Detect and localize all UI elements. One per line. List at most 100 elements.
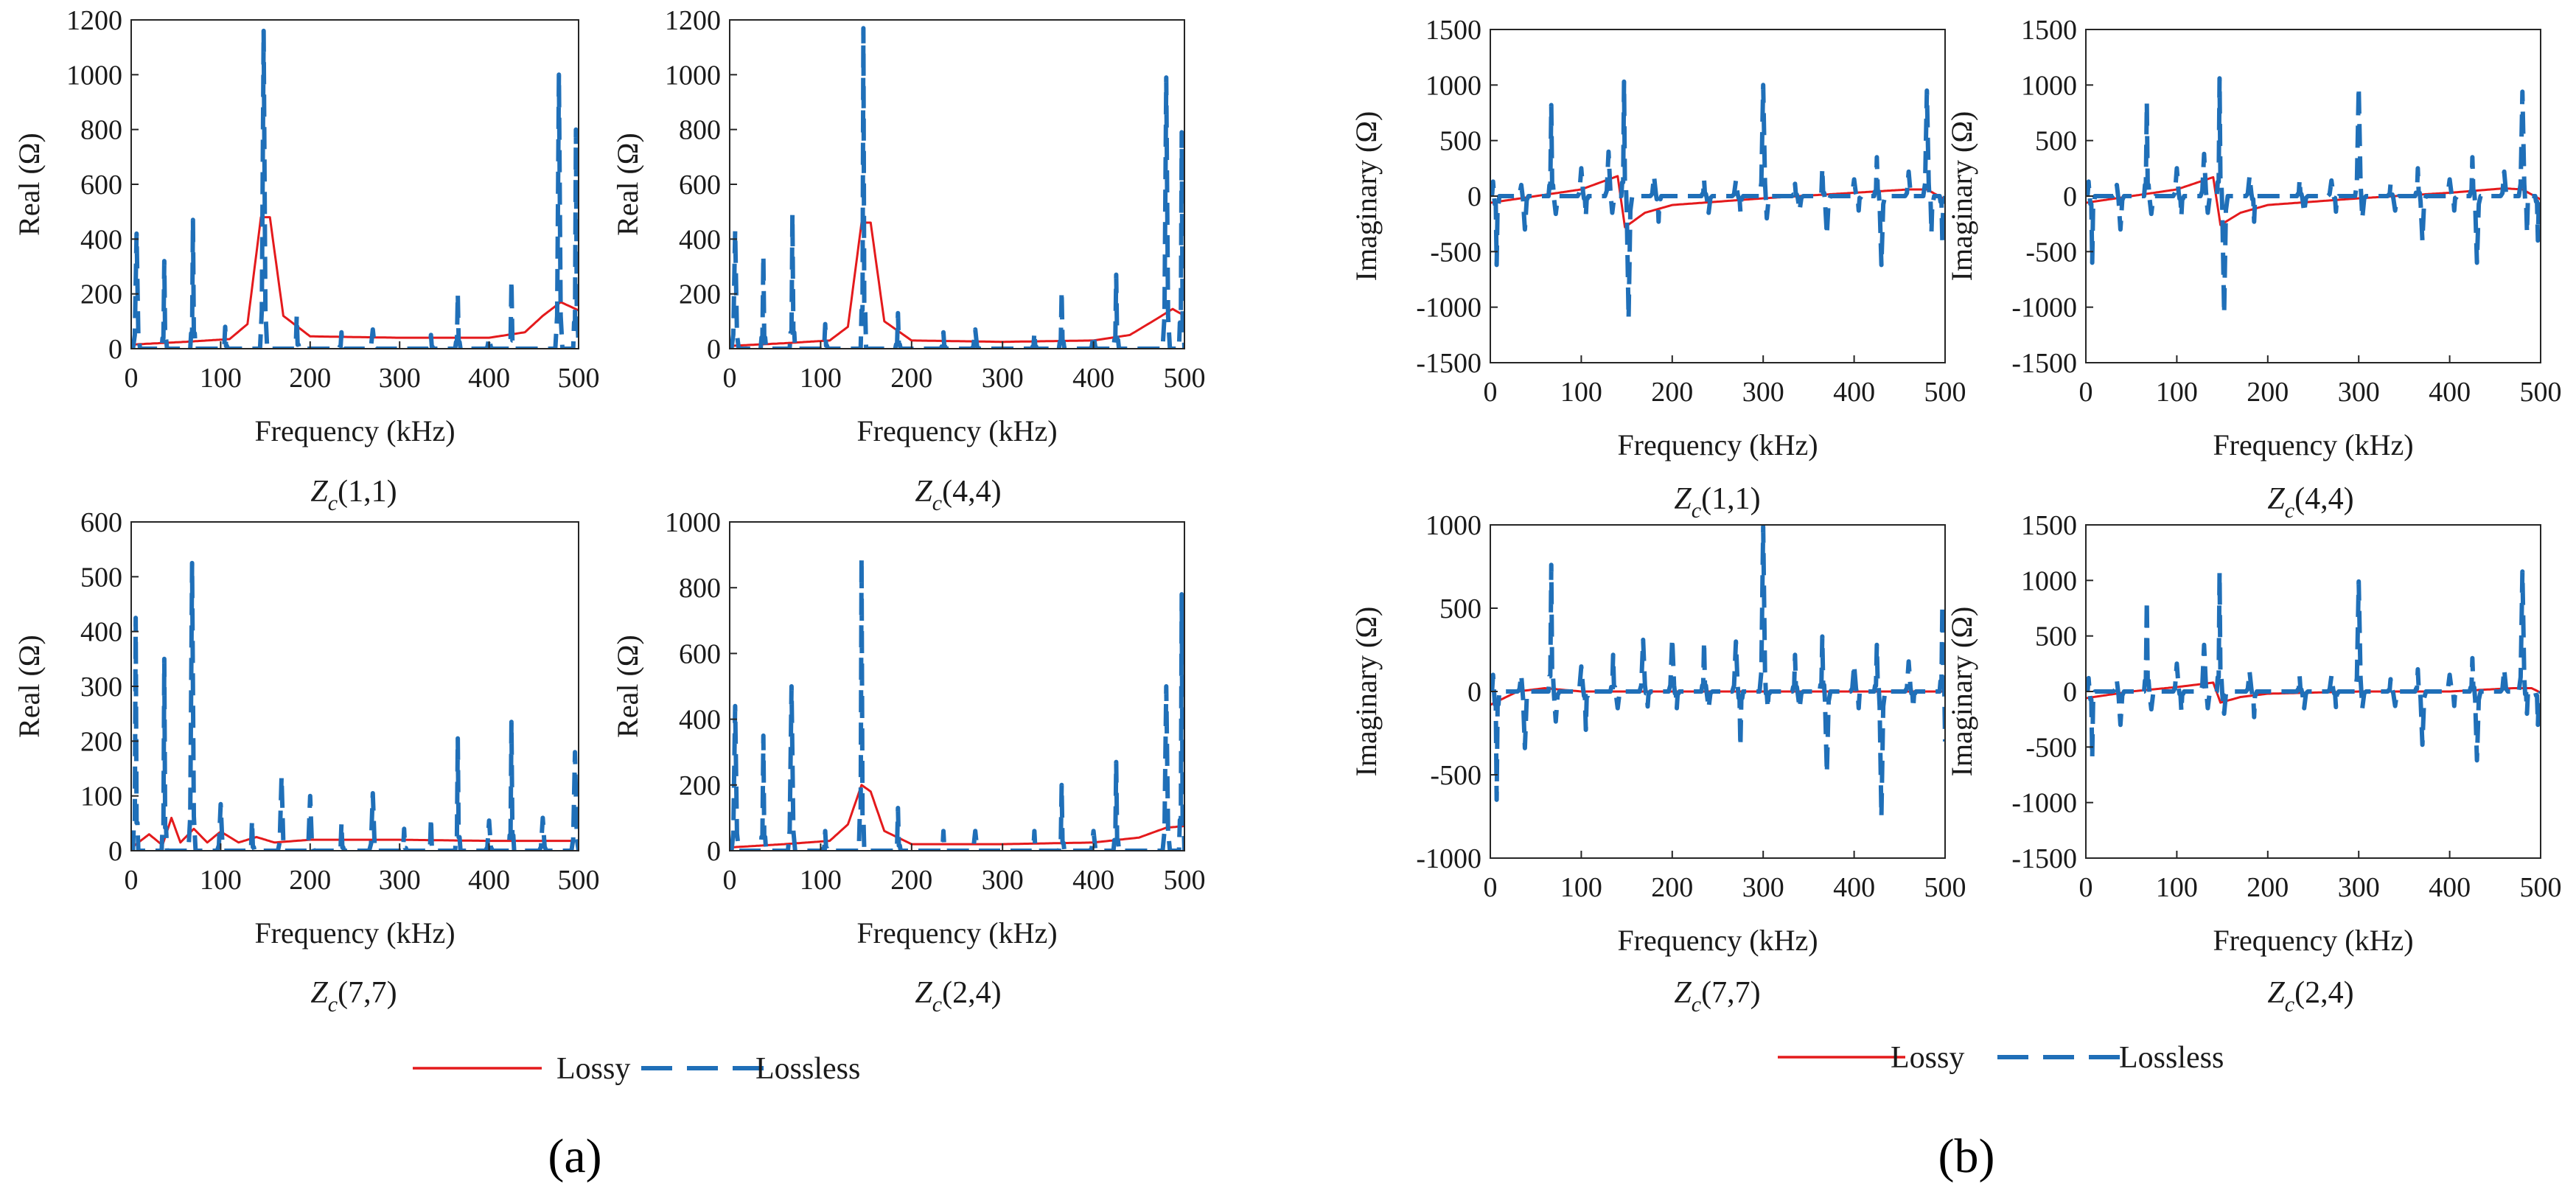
ytick-label-a77-6: 600 (80, 507, 122, 538)
ylabel-a77: Real (Ω) (13, 635, 46, 738)
xlabel-a77: Frequency (kHz) (254, 916, 455, 950)
ytick-label-a44-2: 400 (679, 224, 721, 255)
ytick-label-b24-3: 0 (2063, 677, 2077, 708)
xtick-label-b24-1: 100 (2156, 872, 2198, 903)
chart-a77: 0 100 200 300 400 500 0 100 200 300 400 500 600 Frequ… (13, 507, 600, 1017)
caption-main-a44: Z (915, 475, 932, 509)
xtick-label-a24-4: 400 (1072, 865, 1114, 896)
xtick-label-a11-1: 100 (200, 363, 242, 394)
xtick-label-b44-2: 200 (2247, 377, 2289, 408)
ytick-label-b44-1: -1000 (2011, 293, 2077, 324)
xtick-label-a44-0: 0 (723, 363, 737, 394)
xtick-label-b44-4: 400 (2429, 377, 2471, 408)
xtick-label-a44-2: 200 (890, 363, 932, 394)
xlabel-a24: Frequency (kHz) (856, 916, 1057, 950)
series-a24-lossless (730, 556, 1184, 851)
ytick-label-b77-4: 1000 (1425, 510, 1481, 541)
ytick-label-a44-3: 600 (679, 170, 721, 201)
ytick-label-a11-0: 0 (108, 334, 122, 365)
xtick-label-b77-5: 500 (1924, 872, 1966, 903)
panel-label-a: (a) (548, 1129, 601, 1183)
xtick-label-b24-0: 0 (2079, 872, 2093, 903)
series-b11-lossy (1490, 175, 1945, 229)
ytick-label-a77-3: 300 (80, 672, 122, 703)
xtick-label-b44-0: 0 (2079, 377, 2093, 408)
ytick-label-b44-5: 1000 (2021, 70, 2077, 101)
chart-a11: 0 100 200 300 400 500 0 200 400 600 800 1000 1200 Fre… (13, 5, 600, 515)
ytick-label-b11-5: 1000 (1425, 70, 1481, 101)
ytick-label-a24-2: 400 (679, 705, 721, 736)
legend-a-lossy-text: Lossy (556, 1052, 630, 1086)
xtick-label-a24-1: 100 (800, 865, 842, 896)
xtick-label-a44-5: 500 (1164, 363, 1206, 394)
xtick-label-a11-2: 200 (289, 363, 331, 394)
caption-main-b77: Z (1674, 976, 1692, 1010)
ytick-label-a77-0: 0 (108, 836, 122, 867)
ytick-label-a77-1: 100 (80, 781, 122, 812)
caption-main-a11: Z (310, 475, 328, 509)
caption-b11: Zc(1,1) (1674, 482, 1760, 523)
xlabel-b24: Frequency (kHz) (2213, 924, 2413, 957)
ytick-label-b77-1: -500 (1430, 760, 1481, 791)
ytick-label-a24-1: 200 (679, 770, 721, 801)
ytick-label-a44-5: 1000 (665, 60, 721, 91)
xtick-label-a11-0: 0 (125, 363, 139, 394)
xtick-label-a77-1: 100 (200, 865, 242, 896)
chart-b24: 0 100 200 300 400 500 -1500 -1000 -500 0 500 1000 15… (1945, 510, 2562, 1017)
ytick-label-a77-2: 200 (80, 726, 122, 757)
xtick-label-b11-1: 100 (1560, 377, 1602, 408)
xtick-label-a77-3: 300 (379, 865, 421, 896)
ytick-label-a44-6: 1200 (665, 5, 721, 36)
ytick-label-b44-3: 0 (2063, 181, 2077, 212)
caption-sub-a44: c (932, 491, 942, 515)
ytick-label-b24-5: 1000 (2021, 565, 2077, 596)
caption-main-b11: Z (1674, 482, 1692, 516)
xtick-label-a77-5: 500 (558, 865, 600, 896)
caption-sub-b24: c (2285, 992, 2294, 1017)
ytick-label-b24-6: 1500 (2021, 510, 2077, 541)
ytick-label-a11-1: 200 (80, 279, 122, 310)
xtick-label-a11-5: 500 (558, 363, 600, 394)
xtick-label-b11-2: 200 (1651, 377, 1693, 408)
ytick-label-b77-3: 500 (1439, 593, 1481, 624)
caption-b77: Zc(7,7) (1674, 976, 1760, 1017)
xtick-label-b77-3: 300 (1742, 872, 1784, 903)
ytick-label-b24-4: 500 (2035, 621, 2077, 652)
ytick-label-a44-0: 0 (707, 334, 721, 365)
caption-args-b11: (1,1) (1701, 482, 1760, 516)
series-b24-lossless (2086, 569, 2541, 763)
series-a24-lossy (730, 784, 1184, 849)
ytick-label-a77-5: 500 (80, 562, 122, 593)
series-b44-lossy (2086, 175, 2541, 226)
ytick-label-a24-0: 0 (707, 836, 721, 867)
ytick-label-a24-3: 600 (679, 638, 721, 669)
caption-args-a24: (2,4) (942, 976, 1001, 1010)
plots-layer: 0 100 200 300 400 500020040060080010001200Fre… (13, 5, 2562, 1017)
xtick-label-b44-5: 500 (2520, 377, 2562, 408)
chart-b11: 0 100 200 300 400 500 -1500 -1000 -500 0 500 1000 15… (1350, 15, 1966, 523)
caption-sub-b11: c (1692, 498, 1701, 523)
ytick-label-b24-0: -1500 (2011, 843, 2077, 874)
series-a44-lossless (730, 26, 1184, 349)
xtick-label-b77-4: 400 (1833, 872, 1875, 903)
xtick-label-b11-0: 0 (1484, 377, 1498, 408)
caption-sub-b77: c (1692, 992, 1701, 1017)
xlabel-b77: Frequency (kHz) (1617, 924, 1818, 957)
ylabel-a44: Real (Ω) (611, 133, 644, 236)
ytick-label-b24-1: -1000 (2011, 788, 2077, 819)
ylabel-b24: Imaginary (Ω) (1945, 607, 1978, 777)
xtick-label-b24-5: 500 (2520, 872, 2562, 903)
ytick-label-b11-4: 500 (1439, 126, 1481, 157)
ytick-label-b44-4: 500 (2035, 126, 2077, 157)
caption-main-a77: Z (310, 976, 328, 1010)
ylabel-a11: Real (Ω) (13, 133, 46, 236)
ytick-label-a44-4: 800 (679, 115, 721, 146)
legend-b-lossy-text: Lossy (1891, 1041, 1964, 1075)
ytick-label-a24-4: 800 (679, 573, 721, 604)
caption-sub-a24: c (932, 992, 942, 1017)
ytick-label-a11-3: 600 (80, 170, 122, 201)
ytick-label-a24-5: 1000 (665, 507, 721, 538)
series-a11-lossless (131, 28, 579, 349)
series-b11-lossless (1490, 79, 1945, 321)
chart-b77: 0 100 200 300 400 500 -1000 -500 0 500 1000 Frequen… (1350, 510, 1966, 1017)
